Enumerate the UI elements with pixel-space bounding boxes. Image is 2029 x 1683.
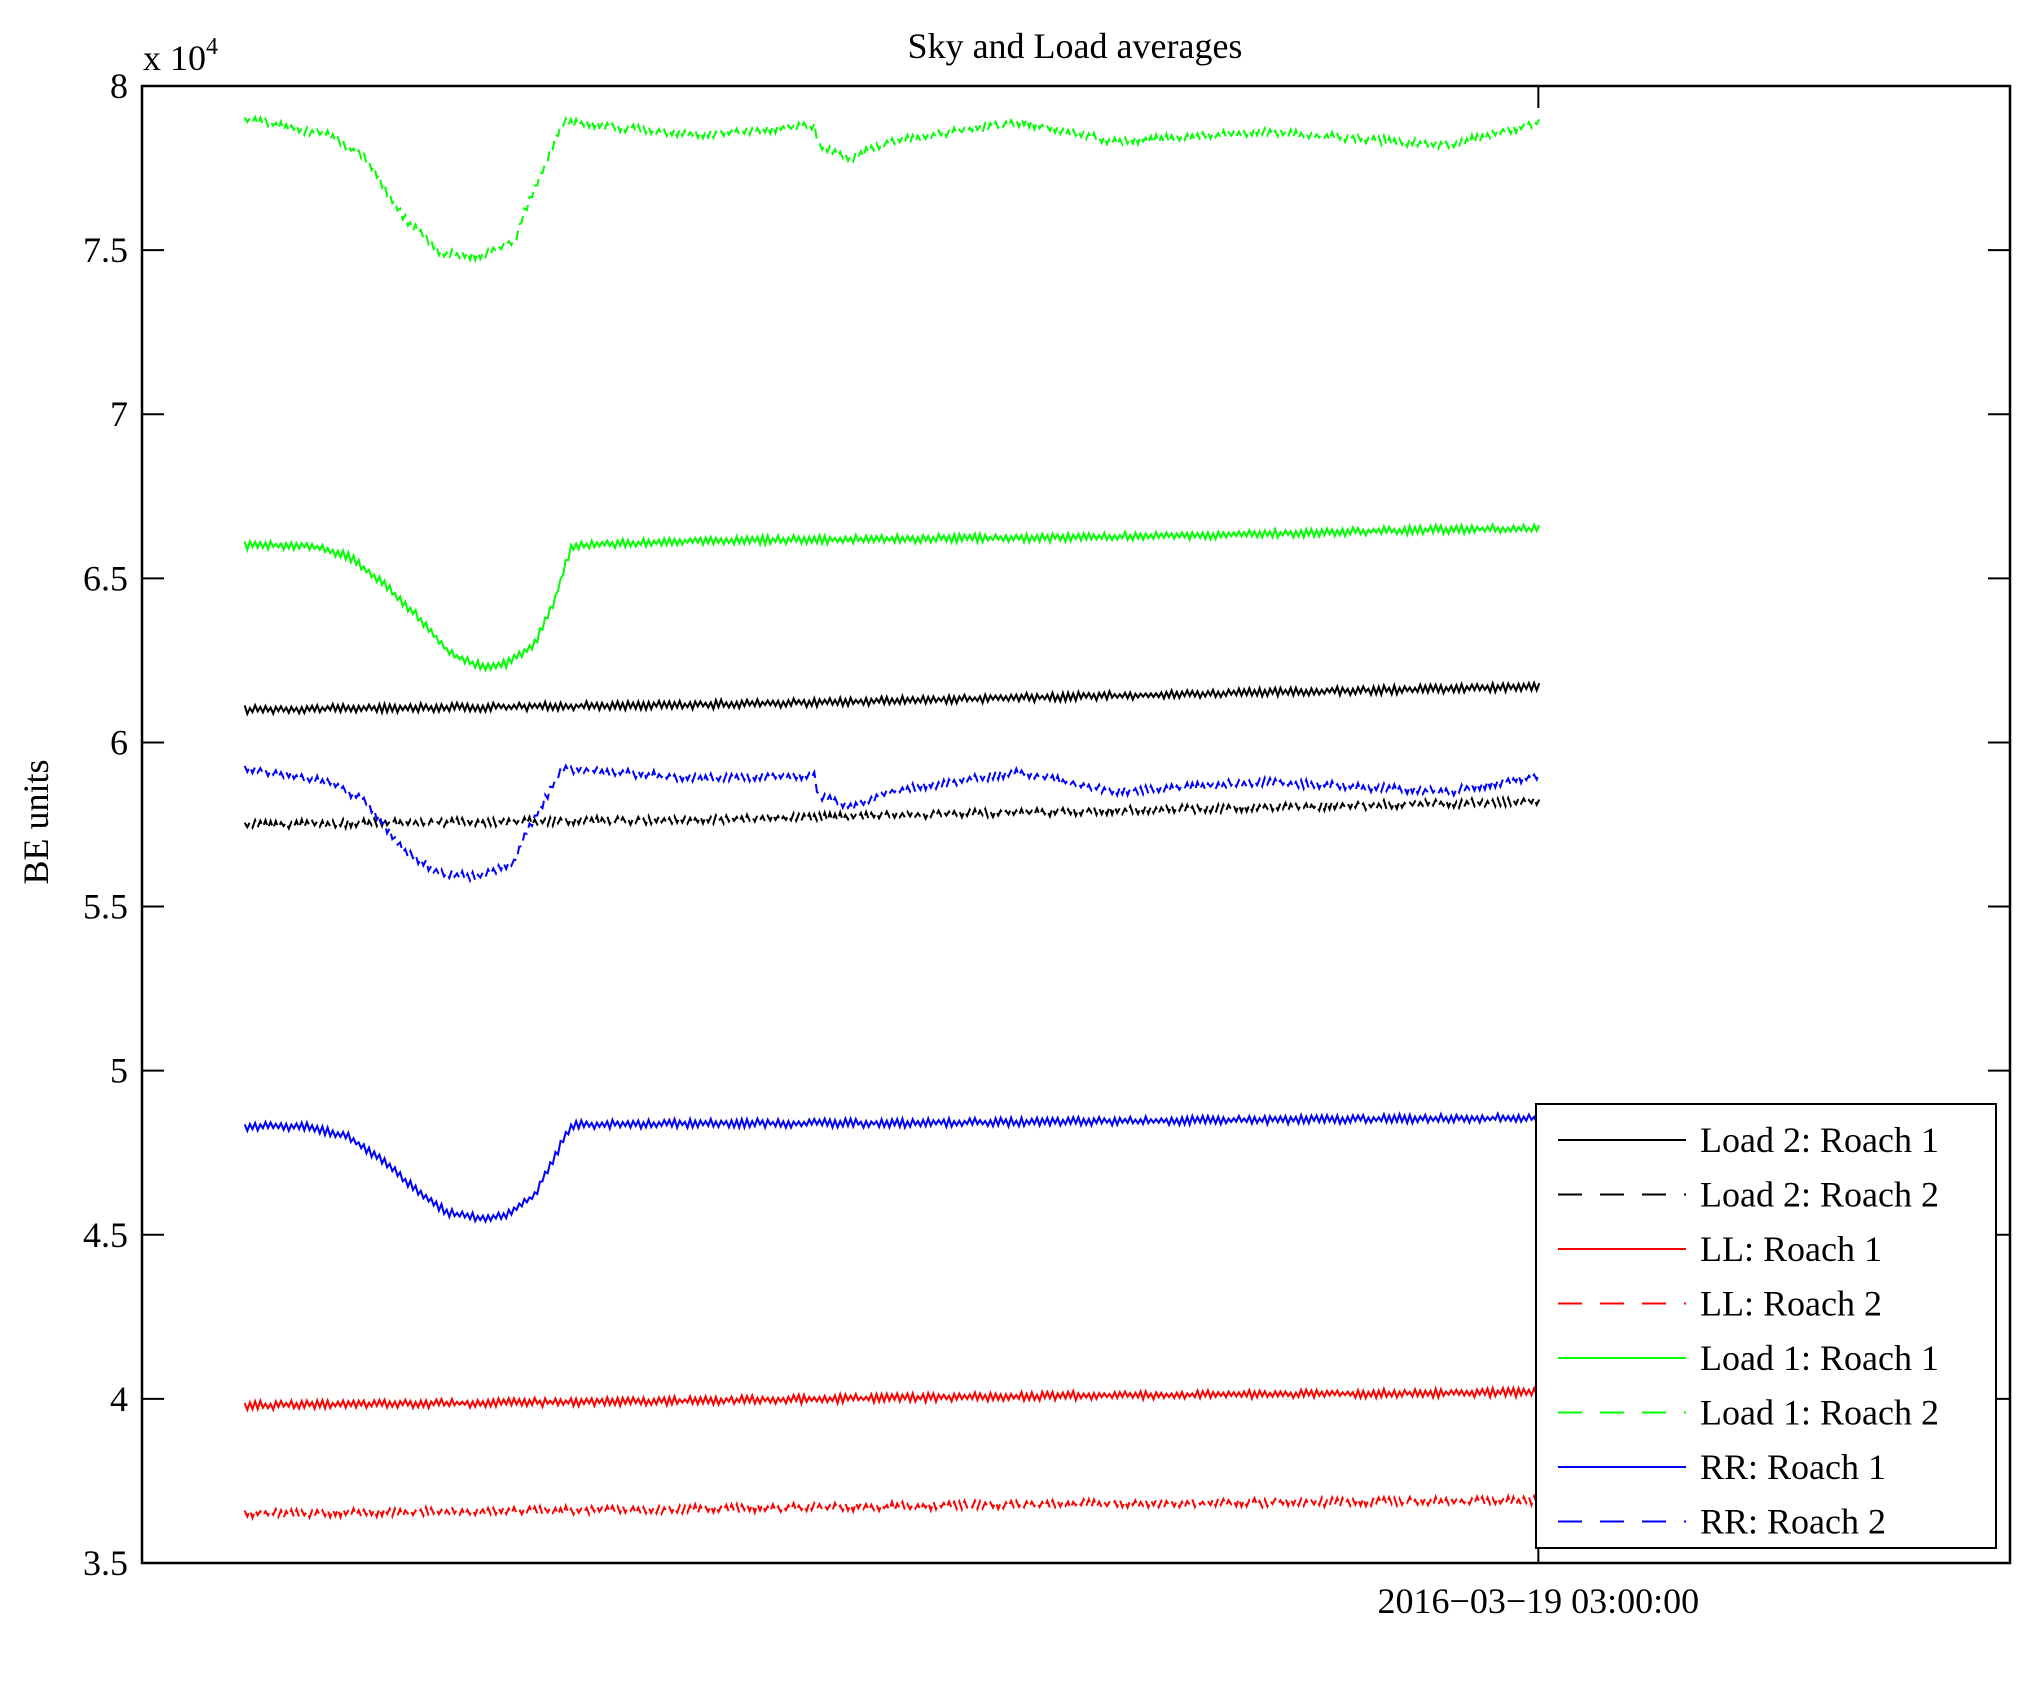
y-multiplier-base: x 10 [143,38,206,78]
y-tick-label: 8 [110,66,128,106]
plot-area [243,114,1541,1522]
legend: Load 2: Roach 1 Load 2: Roach 2 LL: Roach … [1535,1103,1997,1549]
y-multiplier-exponent: 4 [206,34,218,60]
y-tick-label: 7.5 [83,230,128,270]
series-line [243,763,1541,884]
y-axis-label: BE units [16,759,56,884]
series-line [243,114,1541,264]
y-multiplier: x 104 [143,34,218,78]
x-tick-label: 2016−03−19 03:00:00 [1378,1581,1700,1621]
y-tick-label: 4.5 [83,1215,128,1255]
y-tick-label: 5 [110,1051,128,1091]
axis-ticks: 3.5 4 4.5 5 5.5 6 6.5 7 7.5 8 2016−03−19 03:00:00 [83,66,2010,1621]
legend-box [1535,1103,1997,1549]
y-tick-label: 4 [110,1379,128,1419]
legend-entry: Load 2: Roach 2 [1700,1175,1939,1215]
legend-entry: Load 1: Roach 1 [1700,1338,1939,1378]
y-tick-label: 7 [110,394,128,434]
legend-entry: Load 1: Roach 2 [1700,1393,1939,1433]
series-line [243,1384,1541,1413]
legend-entry: LL: Roach 2 [1700,1284,1882,1324]
legend-entry: Load 2: Roach 1 [1700,1120,1939,1160]
plot-frame [140,84,2012,1565]
legend-entry: RR: Roach 2 [1700,1502,1886,1542]
series-line [243,1110,1541,1225]
chart-title: Sky and Load averages [908,26,1243,66]
series-line [243,521,1541,673]
series-line [243,794,1541,832]
y-tick-label: 3.5 [83,1543,128,1583]
y-tick-label: 6.5 [83,558,128,598]
series-line [243,679,1541,717]
legend-entry: LL: Roach 1 [1700,1229,1882,1269]
series-line [243,1493,1541,1522]
y-tick-label: 6 [110,722,128,762]
legend-entry: RR: Roach 1 [1700,1447,1886,1487]
y-tick-label: 5.5 [83,887,128,927]
